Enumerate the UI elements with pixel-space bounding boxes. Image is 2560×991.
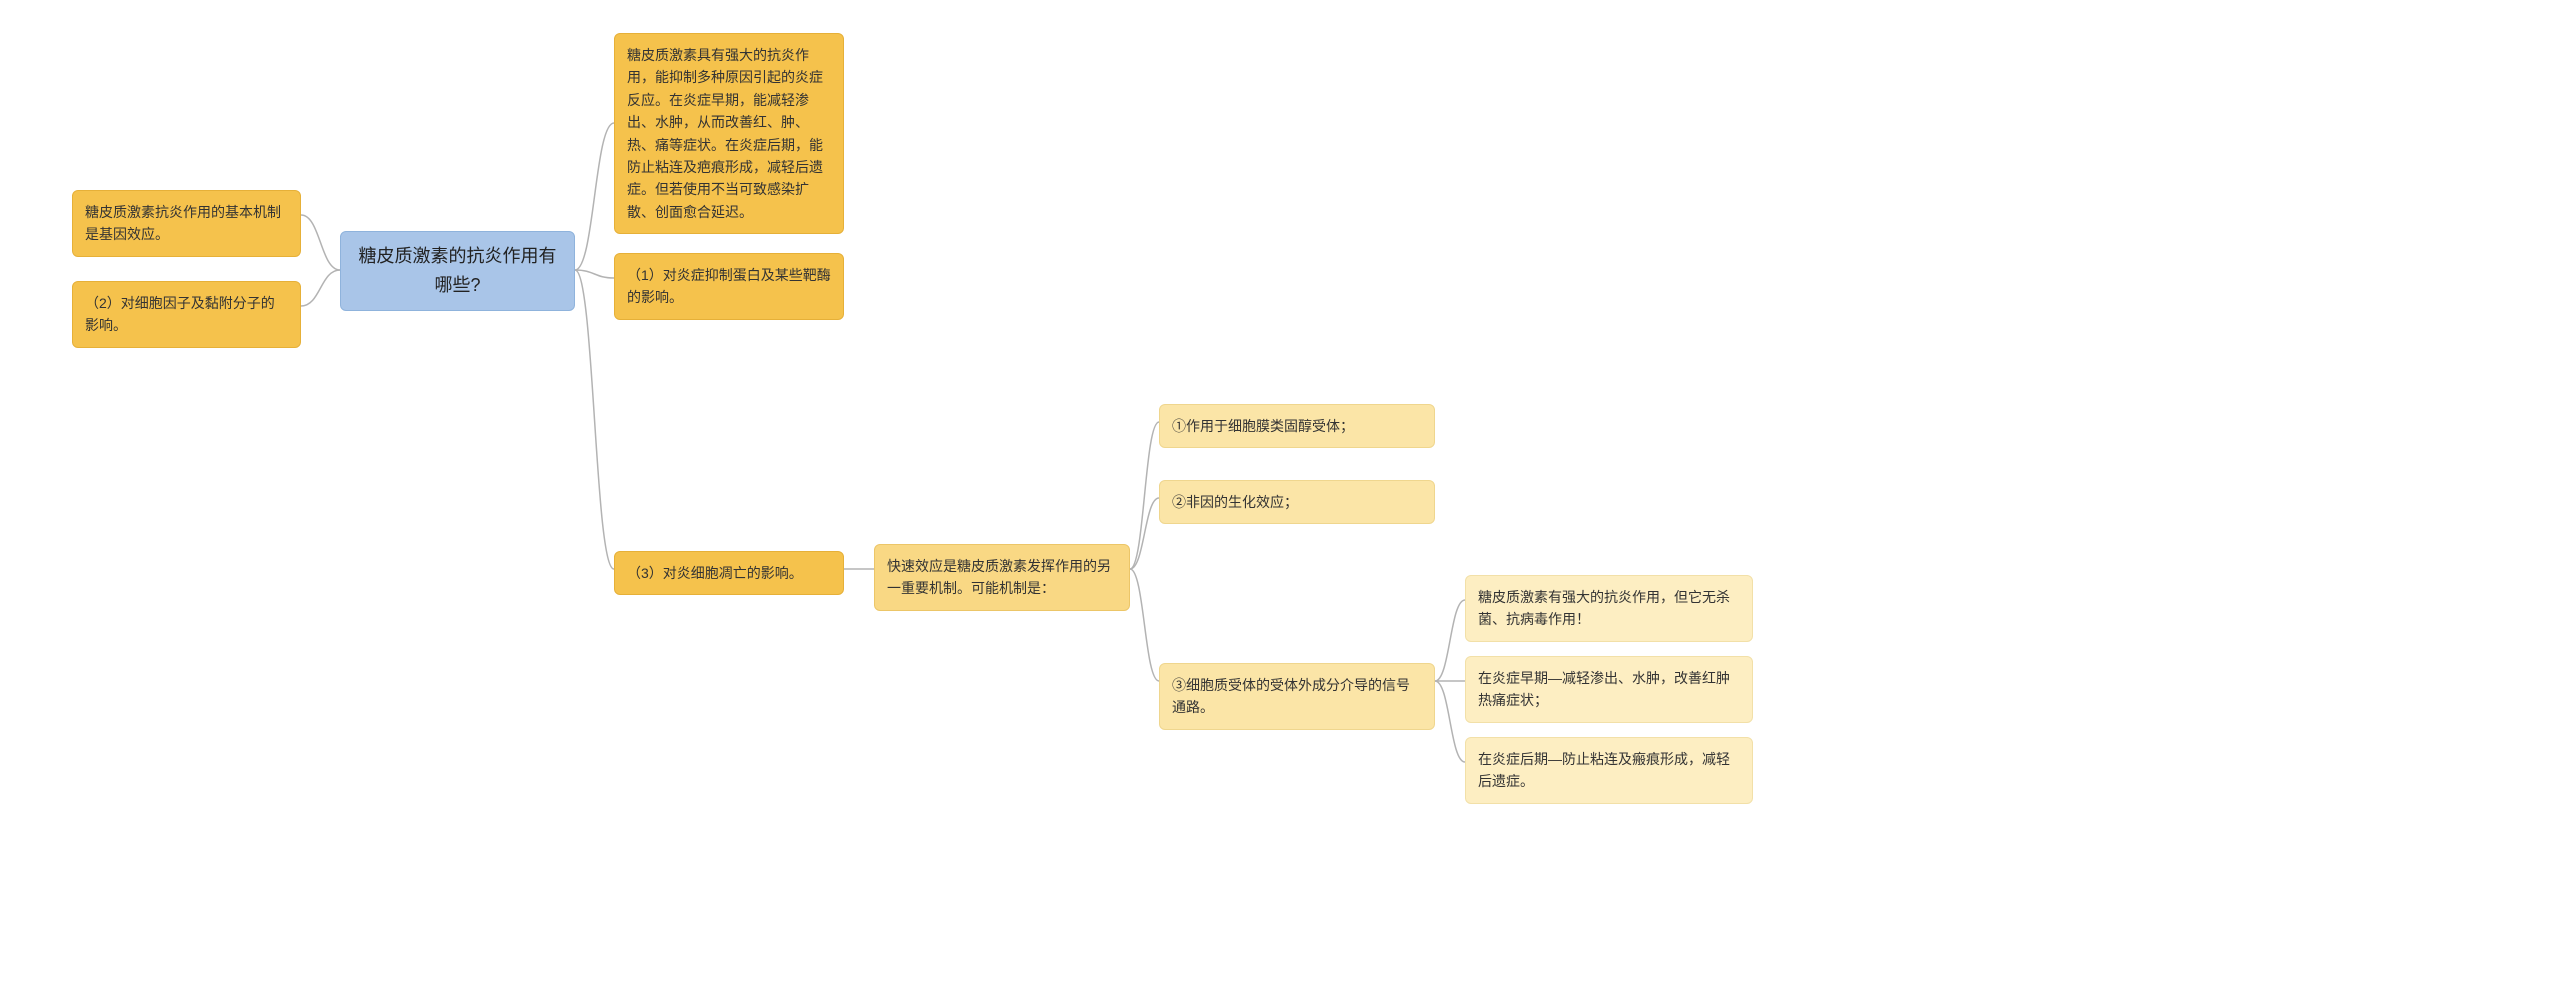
node-r3: （3）对炎细胞凋亡的影响。	[614, 551, 844, 595]
node-r3a1: ①作用于细胞膜类固醇受体；	[1159, 404, 1435, 448]
node-left-a: 糖皮质激素抗炎作用的基本机制是基因效应。	[72, 190, 301, 257]
root-node: 糖皮质激素的抗炎作用有哪些?	[340, 231, 575, 311]
node-leaf1: 糖皮质激素有强大的抗炎作用，但它无杀菌、抗病毒作用！	[1465, 575, 1753, 642]
node-r1: 糖皮质激素具有强大的抗炎作用，能抑制多种原因引起的炎症反应。在炎症早期，能减轻渗…	[614, 33, 844, 234]
node-r3a2: ②非因的生化效应；	[1159, 480, 1435, 524]
node-leaf2: 在炎症早期—减轻渗出、水肿，改善红肿热痛症状；	[1465, 656, 1753, 723]
node-r3a3: ③细胞质受体的受体外成分介导的信号通路。	[1159, 663, 1435, 730]
mindmap-canvas: 糖皮质激素的抗炎作用有哪些? 糖皮质激素抗炎作用的基本机制是基因效应。 （2）对…	[0, 0, 2560, 991]
node-leaf3: 在炎症后期—防止粘连及瘢痕形成，减轻后遗症。	[1465, 737, 1753, 804]
node-r2: （1）对炎症抑制蛋白及某些靶酶的影响。	[614, 253, 844, 320]
node-left-b: （2）对细胞因子及黏附分子的影响。	[72, 281, 301, 348]
node-r3a: 快速效应是糖皮质激素发挥作用的另一重要机制。可能机制是：	[874, 544, 1130, 611]
